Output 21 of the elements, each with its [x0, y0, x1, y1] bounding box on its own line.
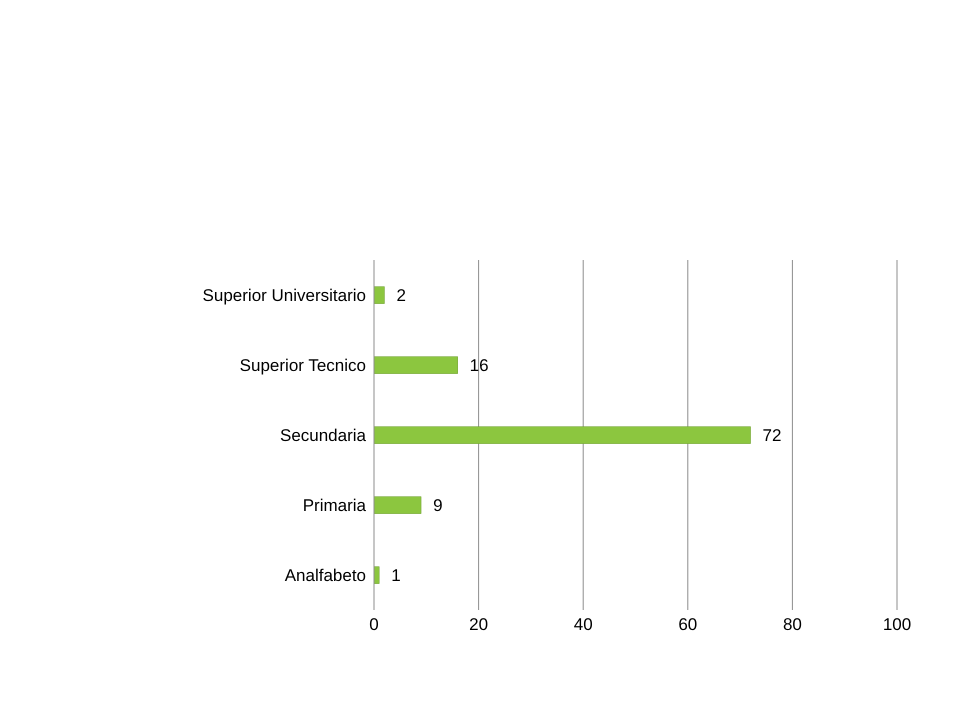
data-label: 9: [433, 496, 443, 516]
x-tick-label: 0: [369, 615, 379, 634]
data-label: 1: [391, 566, 401, 586]
bar: [374, 496, 422, 514]
data-label: 2: [396, 286, 406, 306]
bar: [374, 566, 380, 584]
x-tick-label: 100: [882, 615, 912, 634]
y-tick-label: Secundaria: [280, 426, 367, 446]
y-tick-label: Analfabeto: [284, 566, 366, 586]
x-tick-label: 20: [469, 615, 488, 634]
data-label: 16: [470, 356, 489, 376]
y-tick-label: Primaria: [302, 496, 367, 516]
bar: [374, 356, 458, 374]
bar: [374, 426, 751, 444]
bar: [374, 286, 385, 304]
x-tick-label: 40: [574, 615, 593, 634]
y-tick-label: Superior Universitario: [202, 286, 366, 306]
x-tick-label: 60: [678, 615, 698, 634]
data-label: 72: [762, 426, 782, 446]
y-tick-label: Superior Tecnico: [240, 356, 366, 376]
x-tick-label: 80: [782, 615, 802, 634]
